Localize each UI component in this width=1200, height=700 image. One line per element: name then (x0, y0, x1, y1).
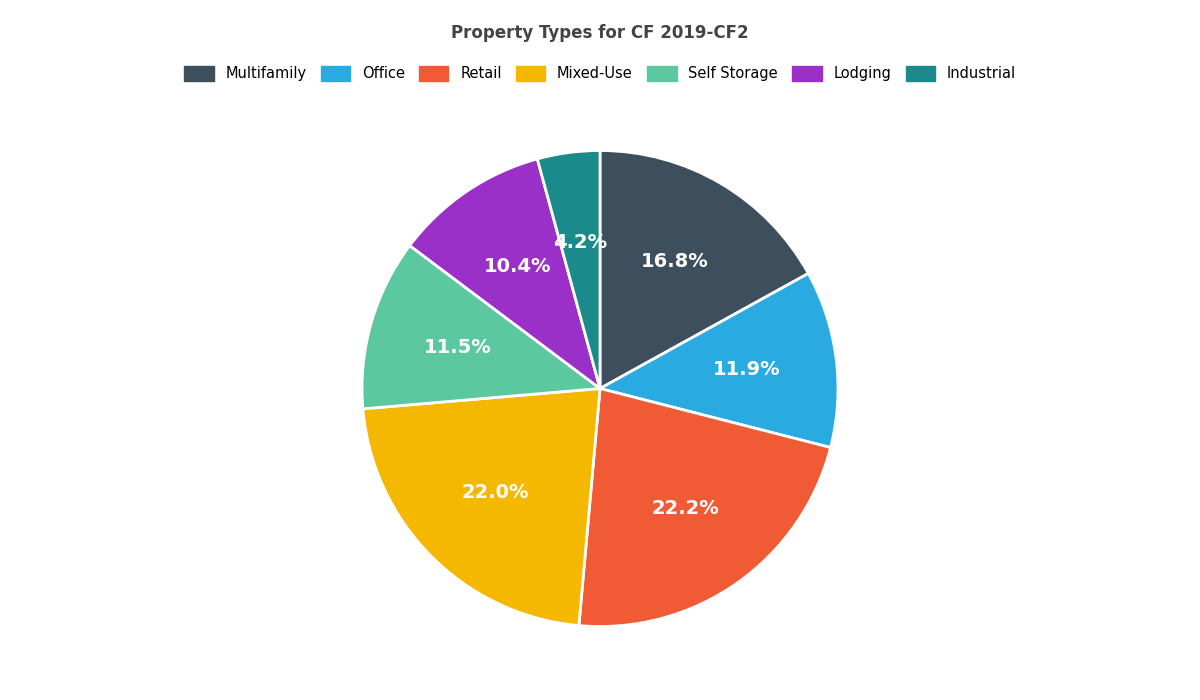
Wedge shape (600, 150, 809, 389)
Text: 10.4%: 10.4% (484, 257, 551, 276)
Wedge shape (362, 389, 600, 626)
Wedge shape (538, 150, 600, 389)
Text: 22.2%: 22.2% (652, 500, 719, 519)
Wedge shape (362, 246, 600, 409)
Text: 11.9%: 11.9% (713, 360, 780, 379)
Text: 16.8%: 16.8% (641, 252, 709, 271)
Text: 11.5%: 11.5% (425, 338, 492, 357)
Wedge shape (409, 159, 600, 389)
Wedge shape (578, 389, 830, 626)
Wedge shape (600, 274, 838, 447)
Text: Property Types for CF 2019-CF2: Property Types for CF 2019-CF2 (451, 25, 749, 43)
Legend: Multifamily, Office, Retail, Mixed-Use, Self Storage, Lodging, Industrial: Multifamily, Office, Retail, Mixed-Use, … (179, 60, 1021, 87)
Text: 4.2%: 4.2% (553, 232, 607, 252)
Text: 22.0%: 22.0% (462, 483, 529, 502)
